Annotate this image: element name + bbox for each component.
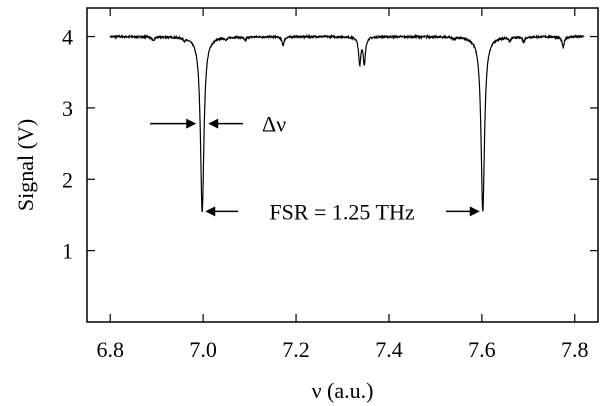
y-tick-label: 2	[62, 167, 73, 192]
y-axis-title: Signal (V)	[13, 119, 38, 211]
fsr-right-arrowhead	[469, 206, 480, 217]
linewidth-label: Δν	[262, 112, 286, 137]
x-tick-label: 7.8	[561, 337, 589, 362]
annotations: Δν FSR = 1.25 THz	[150, 112, 480, 224]
x-tick-label: 7.2	[282, 337, 310, 362]
x-tick-label: 7.4	[375, 337, 403, 362]
plot-frame	[86, 7, 599, 323]
x-axis-ticks: 6.8 7.0 7.2 7.4 7.6 7.8	[96, 8, 589, 362]
x-tick-label: 6.8	[96, 337, 124, 362]
signal-trace	[109, 33, 585, 213]
y-tick-label: 4	[62, 25, 73, 50]
y-axis-ticks: 1 2 3 4	[62, 25, 598, 264]
fsr-label: FSR = 1.25 THz	[269, 199, 414, 224]
y-tick-label: 3	[62, 96, 73, 121]
x-tick-label: 7.0	[189, 337, 217, 362]
x-axis-title: ν (a.u.)	[312, 378, 374, 403]
x-tick-label: 7.6	[468, 337, 496, 362]
fsr-left-arrowhead	[205, 206, 216, 217]
y-tick-label: 1	[62, 239, 73, 264]
linewidth-left-arrowhead	[186, 118, 197, 129]
linewidth-right-arrowhead	[208, 118, 219, 129]
